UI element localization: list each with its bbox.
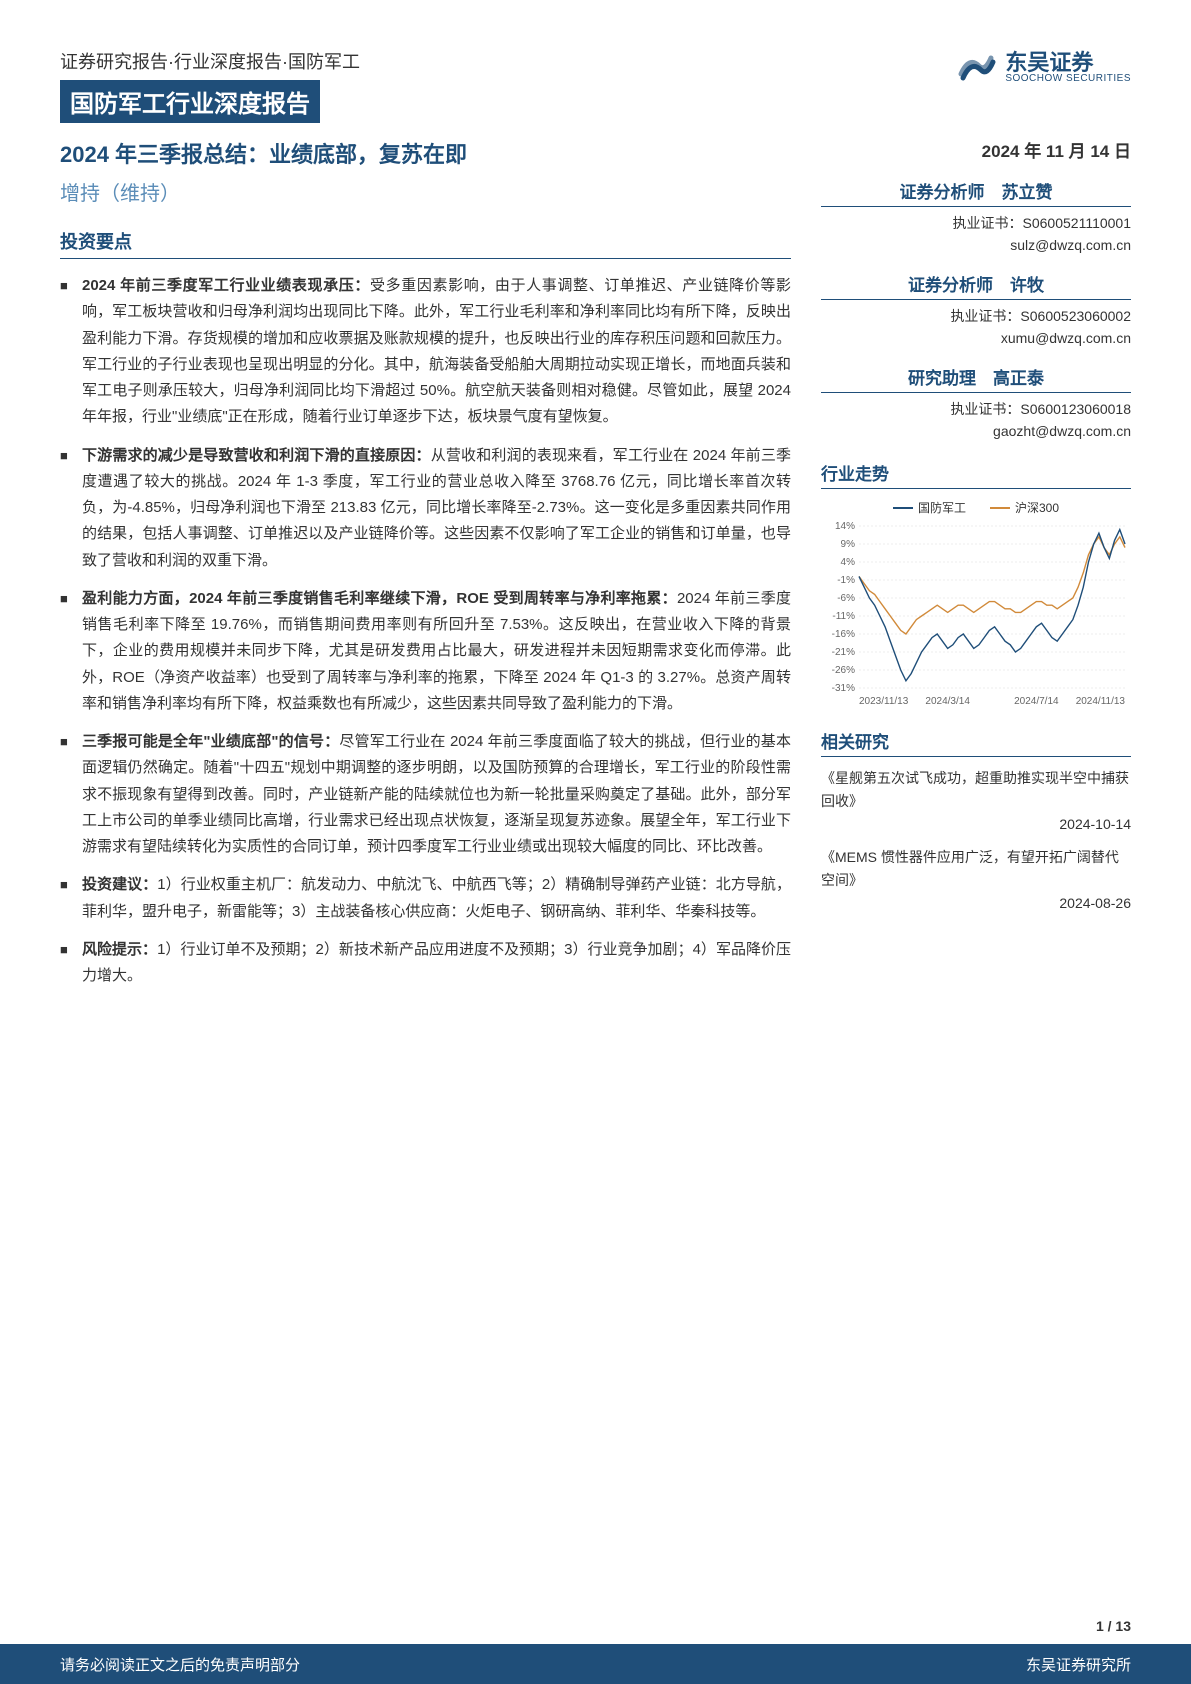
bullet-item: 三季报可能是全年"业绩底部"的信号：尽管军工行业在 2024 年前三季度面临了较…: [60, 729, 791, 860]
svg-text:14%: 14%: [835, 521, 855, 532]
analyst-cert: 执业证书：S0600123060018: [821, 398, 1131, 420]
bullet-body: 1）行业订单不及预期；2）新技术新产品应用进度不及预期；3）行业竞争加剧；4）军…: [82, 941, 791, 984]
svg-text:-21%: -21%: [832, 647, 855, 658]
analyst-cert: 执业证书：S0600521110001: [821, 212, 1131, 234]
bullet-list: 2024 年前三季度军工行业业绩表现承压：受多重因素影响，由于人事调整、订单推迟…: [60, 273, 791, 989]
analyst-cert: 执业证书：S0600523060002: [821, 305, 1131, 327]
bullet-body: 受多重因素影响，由于人事调整、订单推迟、产业链降价等影响，军工板块营收和归母净利…: [82, 277, 791, 425]
trend-chart: 14% 9% 4% -1% -6% -11% -16% -21% -26% -31% 2023/11…: [821, 520, 1131, 710]
bullet-body: 2024 年前三季度销售毛利率下降至 19.76%，而销售期间费用率则有所回升至…: [82, 590, 791, 712]
svg-text:2024/7/14: 2024/7/14: [1014, 696, 1059, 707]
analyst-role: 证券分析师 许牧: [821, 271, 1131, 300]
bullet-body: 尽管军工行业在 2024 年前三季度面临了较大的挑战，但行业的基本面逻辑仍然确定…: [82, 733, 791, 855]
disclaimer-note: 请务必阅读正文之后的免责声明部分: [60, 1654, 300, 1675]
section-head-investment: 投资要点: [60, 228, 791, 259]
report-date: 2024 年 11 月 14 日: [821, 137, 1131, 162]
bullet-item: 投资建议：1）行业权重主机厂：航发动力、中航沈飞、中航西飞等；2）精确制导弹药产…: [60, 872, 791, 925]
logo-en: SOOCHOW SECURITIES: [1005, 74, 1131, 84]
bullet-lead: 下游需求的减少是导致营收和利润下滑的直接原因：: [82, 447, 431, 464]
svg-text:-16%: -16%: [832, 629, 855, 640]
svg-text:-26%: -26%: [832, 665, 855, 676]
brokerage-logo: 东吴证券 SOOCHOW SECURITIES: [957, 48, 1131, 88]
svg-text:2024/11/13: 2024/11/13: [1076, 696, 1126, 707]
left-column: 2024 年三季报总结：业绩底部，复苏在即 增持（维持） 投资要点 2024 年…: [60, 137, 791, 1001]
legend-item-defense: 国防军工: [893, 499, 966, 516]
bullet-item: 盈利能力方面，2024 年前三季度销售毛利率继续下滑，ROE 受到周转率与净利率…: [60, 586, 791, 717]
svg-text:2024/3/14: 2024/3/14: [925, 696, 970, 707]
analyst-email: gaozht@dwzq.com.cn: [821, 420, 1131, 442]
report-title: 2024 年三季报总结：业绩底部，复苏在即: [60, 137, 791, 169]
analyst-email: xumu@dwzq.com.cn: [821, 327, 1131, 349]
legend-label: 沪深300: [1015, 499, 1059, 516]
svg-text:9%: 9%: [841, 539, 856, 550]
chart-legend: 国防军工 沪深300: [821, 499, 1131, 516]
related-head: 相关研究: [821, 728, 1131, 757]
svg-text:-6%: -6%: [837, 593, 855, 604]
related-date: 2024-10-14: [821, 816, 1131, 832]
bullet-item: 风险提示：1）行业订单不及预期；2）新技术新产品应用进度不及预期；3）行业竞争加…: [60, 937, 791, 990]
dept-name: 东吴证券研究所: [1026, 1654, 1131, 1675]
bullet-item: 下游需求的减少是导致营收和利润下滑的直接原因：从营收和利润的表现来看，军工行业在…: [60, 443, 791, 574]
title-bar: 国防军工行业深度报告: [60, 80, 320, 123]
bullet-body: 1）行业权重主机厂：航发动力、中航沈飞、中航西飞等；2）精确制导弹药产业链：北方…: [82, 876, 791, 919]
footer-bar: 请务必阅读正文之后的免责声明部分 东吴证券研究所: [0, 1644, 1191, 1684]
related-title: 《MEMS 惯性器件应用广泛，有望开拓广阔替代空间》: [821, 846, 1131, 891]
related-title: 《星舰第五次试飞成功，超重助推实现半空中捕获回收》: [821, 767, 1131, 812]
bullet-lead: 2024 年前三季度军工行业业绩表现承压：: [82, 277, 370, 294]
svg-text:4%: 4%: [841, 557, 856, 568]
logo-icon: [957, 48, 997, 88]
analyst-role: 研究助理 高正泰: [821, 364, 1131, 393]
svg-text:2023/11/13: 2023/11/13: [859, 696, 909, 707]
bullet-body: 从营收和利润的表现来看，军工行业在 2024 年前三季度遭遇了较大的挑战。202…: [82, 447, 791, 569]
rating: 增持（维持）: [60, 177, 791, 206]
analyst-email: sulz@dwzq.com.cn: [821, 234, 1131, 256]
analyst-block: 证券分析师 苏立赞执业证书：S0600521110001sulz@dwzq.co…: [821, 178, 1131, 257]
page-number: 1 / 13: [1096, 1618, 1131, 1634]
legend-label: 国防军工: [918, 499, 966, 516]
logo-cn: 东吴证券: [1005, 52, 1131, 74]
svg-text:-1%: -1%: [837, 575, 855, 586]
legend-item-csi300: 沪深300: [990, 499, 1059, 516]
bullet-lead: 盈利能力方面，2024 年前三季度销售毛利率继续下滑，ROE 受到周转率与净利率…: [82, 590, 677, 607]
related-date: 2024-08-26: [821, 895, 1131, 911]
svg-text:-31%: -31%: [832, 683, 855, 694]
bullet-lead: 投资建议：: [82, 876, 157, 893]
right-column: 2024 年 11 月 14 日 证券分析师 苏立赞执业证书：S06005211…: [821, 137, 1131, 1001]
analyst-block: 研究助理 高正泰执业证书：S0600123060018gaozht@dwzq.c…: [821, 364, 1131, 443]
trend-head: 行业走势: [821, 460, 1131, 489]
bullet-lead: 风险提示：: [82, 941, 157, 958]
analyst-block: 证券分析师 许牧执业证书：S0600523060002xumu@dwzq.com…: [821, 271, 1131, 350]
bullet-lead: 三季报可能是全年"业绩底部"的信号：: [82, 733, 339, 750]
bullet-item: 2024 年前三季度军工行业业绩表现承压：受多重因素影响，由于人事调整、订单推迟…: [60, 273, 791, 431]
analyst-role: 证券分析师 苏立赞: [821, 178, 1131, 207]
svg-text:-11%: -11%: [832, 611, 855, 622]
